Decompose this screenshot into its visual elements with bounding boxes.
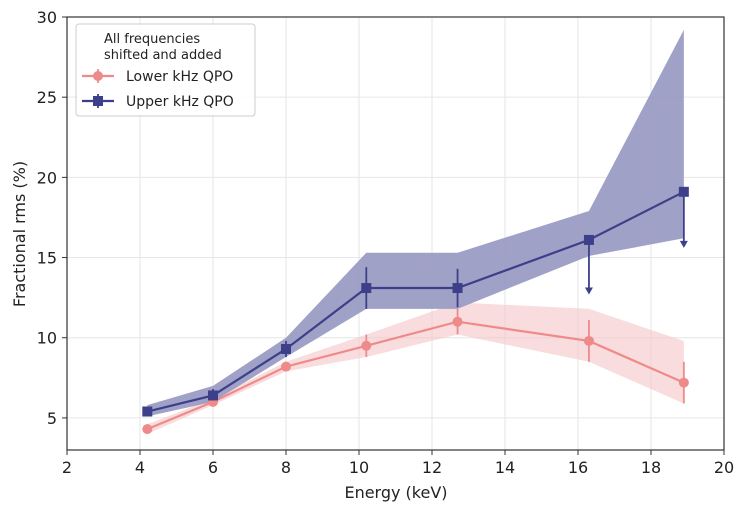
- y-tick-label: 25: [37, 88, 57, 107]
- legend-title-line2: shifted and added: [104, 48, 222, 63]
- axes: [62, 16, 725, 455]
- legend-marker: [93, 71, 103, 81]
- x-tick-label: 16: [568, 458, 588, 477]
- data-point-lower: [361, 340, 372, 351]
- x-tick-label: 20: [714, 458, 734, 477]
- data-point-lower: [142, 424, 153, 435]
- legend-label-lower: Lower kHz QPO: [126, 69, 233, 85]
- band-lower: [147, 302, 684, 434]
- upper-limit-arrow: [584, 287, 593, 295]
- data-point-upper: [678, 186, 689, 197]
- data-point-lower: [583, 335, 594, 346]
- data-point-upper: [281, 343, 291, 354]
- legend-label-upper: Upper kHz QPO: [126, 94, 234, 110]
- y-axis-title: Fractional rms (%): [10, 161, 29, 307]
- series: [142, 186, 689, 435]
- y-tick-label: 5: [47, 409, 57, 428]
- data-point-lower: [281, 361, 291, 372]
- legend: All frequencies shifted and added Lower …: [75, 23, 256, 117]
- x-tick-label: 4: [135, 458, 145, 477]
- data-point-upper: [142, 406, 153, 417]
- x-tick-label: 8: [281, 458, 291, 477]
- x-tick-label: 12: [422, 458, 442, 477]
- x-tick-label: 14: [495, 458, 515, 477]
- data-point-upper: [583, 234, 594, 245]
- legend-title-line1: All frequencies: [104, 32, 200, 47]
- data-point-upper: [452, 283, 463, 294]
- x-tick-label: 6: [208, 458, 218, 477]
- x-tick-label: 18: [641, 458, 661, 477]
- legend-box: [75, 23, 256, 117]
- y-tick-label: 10: [37, 329, 57, 348]
- plot-frame: [66, 16, 725, 451]
- tick-labels: 2 4 6 8 10 12 14 16 18 20 5 10 15 20 25 30: [37, 8, 735, 477]
- y-tick-label: 30: [37, 8, 57, 27]
- upper-limit-arrow: [679, 240, 688, 248]
- data-point-lower: [452, 316, 463, 327]
- x-axis-title: Energy (keV): [344, 483, 447, 502]
- data-point-upper: [208, 390, 218, 401]
- legend-entry-lower: [82, 69, 114, 83]
- y-tick-label: 20: [37, 168, 57, 187]
- y-tick-label: 15: [37, 249, 57, 268]
- x-tick-label: 10: [349, 458, 369, 477]
- x-tick-label: 2: [62, 458, 72, 477]
- legend-marker: [93, 96, 103, 106]
- data-point-lower: [678, 377, 689, 388]
- data-point-upper: [361, 283, 372, 294]
- legend-entry-upper: [82, 94, 114, 108]
- band-upper: [147, 29, 684, 417]
